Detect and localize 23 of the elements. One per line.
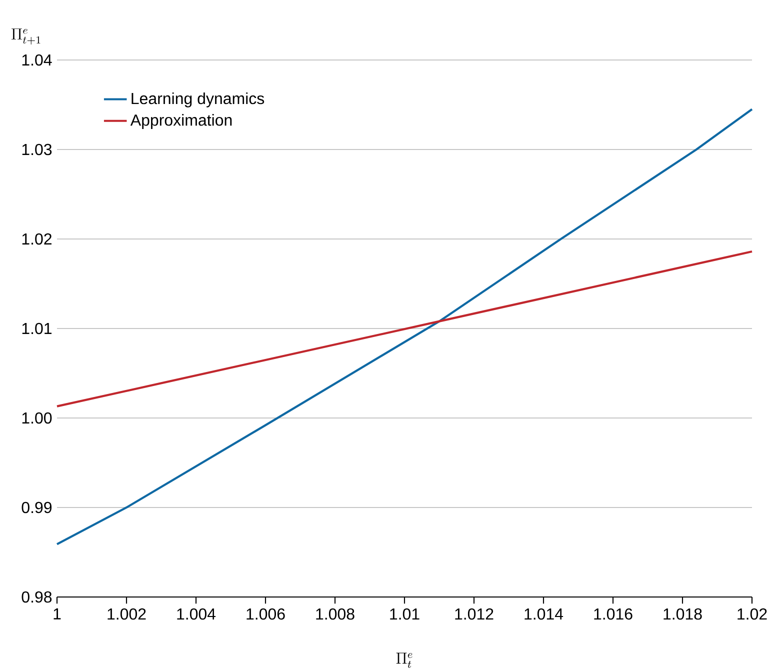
- y-tick-label: 1.03: [22, 144, 52, 156]
- legend-label: Learning dynamics: [132, 92, 264, 108]
- y-tick-label: 1.04: [22, 54, 52, 66]
- y-axis-title: $\Pi_{t+1}^{e}$: [12, 28, 40, 45]
- x-tick-label: 1.014: [524, 608, 564, 620]
- y-tick-label: 1.00: [22, 412, 52, 424]
- line-series: [56, 108, 754, 546]
- x-axis-title: $\Pi_{t}^{e}$: [396, 652, 412, 668]
- x-tick-label: 1.016: [594, 608, 632, 620]
- x-tick-label: 1.008: [316, 608, 354, 620]
- x-tick-label: 1.012: [455, 608, 494, 620]
- x-tick-label: 1.018: [664, 608, 702, 620]
- x-tick-label: 1.004: [177, 608, 216, 620]
- x-tick-label: 1.006: [246, 608, 285, 620]
- x-tick-label: 1: [54, 608, 61, 620]
- x-tick-label: 1.01: [390, 608, 420, 620]
- x-tick-label: 1.02: [738, 608, 767, 620]
- x-tick-label: 1.002: [108, 608, 146, 620]
- legend-label: Approximation: [130, 114, 232, 129]
- y-tick-label: 0.98: [22, 591, 52, 603]
- y-tick-label: 1.02: [22, 233, 52, 245]
- y-tick-label: 1.01: [22, 322, 52, 334]
- y-tick-label: 0.99: [22, 502, 52, 514]
